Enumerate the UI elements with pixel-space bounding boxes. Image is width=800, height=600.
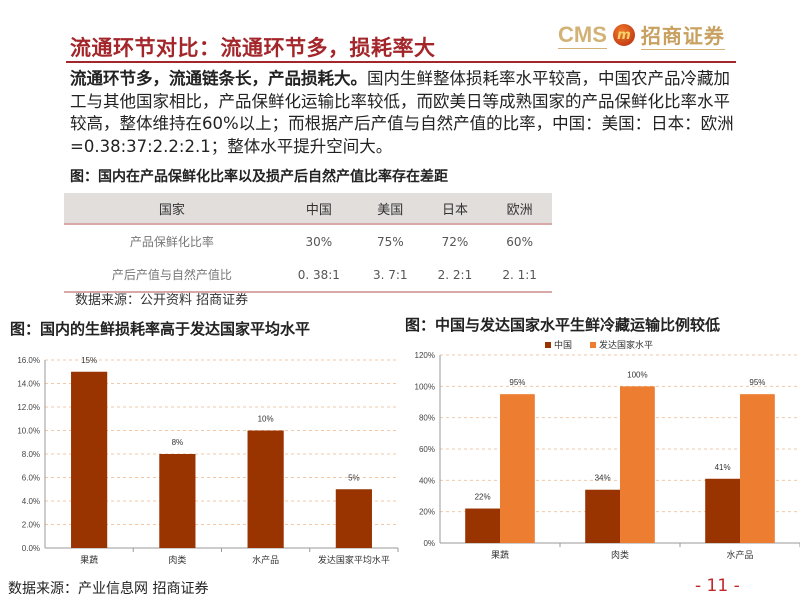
- data-label: 22%: [475, 493, 491, 502]
- comparison-table: 国家 中国 美国 日本 欧洲 产品保鲜化比率 30% 75% 72% 60% 产…: [64, 193, 552, 293]
- y-tick-label: 60%: [419, 445, 435, 454]
- legend-swatch: [545, 342, 551, 348]
- y-tick-label: 16.0%: [17, 356, 40, 365]
- data-label: 100%: [627, 370, 647, 379]
- table-source: 数据来源：公开资料 招商证券: [75, 293, 249, 308]
- legend-swatch: [590, 342, 596, 348]
- x-tick-label: 水产品: [726, 549, 753, 560]
- y-tick-label: 100%: [415, 382, 435, 391]
- table-row: 产品保鲜化比率 30% 75% 72% 60%: [64, 224, 552, 258]
- data-label: 5%: [348, 473, 360, 482]
- y-tick-label: 8.0%: [22, 450, 40, 459]
- table-row: 产后产值与自然产值比 0. 38:1 3. 7:1 2. 2:1 2. 1:1: [64, 258, 552, 293]
- summary-text: 国内生鲜整体损耗率水平较高，中国农产品冷藏加工与其他国家相比，产品保鲜化运输比率…: [70, 69, 734, 156]
- logo-text: CMS: [558, 21, 607, 49]
- bar: [585, 489, 620, 543]
- bar: [500, 394, 535, 543]
- y-tick-label: 14.0%: [17, 380, 40, 389]
- x-tick-label: 发达国家平均水平: [318, 554, 390, 565]
- y-tick-label: 2.0%: [22, 521, 40, 530]
- table-cell: 2. 1:1: [487, 258, 552, 293]
- y-tick-label: 120%: [415, 351, 435, 360]
- legend-label: 发达国家水平: [599, 339, 653, 350]
- bar: [335, 489, 372, 548]
- logo-cn-text: 招商证券: [640, 20, 725, 50]
- row-label: 产品保鲜化比率: [129, 235, 214, 249]
- right-chart-title: 图：中国与发达国家水平生鲜冷藏运输比例较低: [405, 316, 721, 334]
- data-label: 95%: [509, 378, 525, 387]
- table-cell: 0. 38:1: [279, 258, 358, 293]
- summary-paragraph: 流通环节多，流通链条长，产品损耗大。国内生鲜整体损耗率水平较高，中国农产品冷藏加…: [70, 68, 738, 158]
- bar: [705, 478, 740, 543]
- header-cell: 美国: [357, 193, 423, 225]
- data-label: 8%: [172, 438, 184, 447]
- slide-title: 流通环节对比：流通环节多，损耗率大: [70, 36, 436, 60]
- loss-rate-chart: 0.0% 2.0% 4.0% 6.0% 8.0% 10.0% 12.0% 14.0% 16.0%…: [17, 356, 399, 565]
- data-label: 15%: [81, 356, 97, 365]
- x-tick-label: 果蔬: [491, 549, 509, 560]
- title-divider: [66, 61, 736, 63]
- x-tick-label: 果蔬: [80, 554, 98, 565]
- cold-chain-chart: 0% 20% 40% 60% 80% 100% 120% 果蔬 22% 95% 肉类 34% 100% 水…: [415, 339, 800, 560]
- header-cell: 欧洲: [487, 193, 552, 225]
- data-label: 10%: [258, 415, 274, 424]
- logo-badge-icon: m: [612, 24, 635, 46]
- x-tick-label: 肉类: [611, 549, 629, 560]
- x-tick-label: 水产品: [252, 554, 279, 565]
- y-tick-label: 40%: [419, 476, 435, 485]
- table-header-row: 国家 中国 美国 日本 欧洲: [64, 193, 552, 225]
- summary-bold: 流通环节多，流通链条长，产品损耗大。: [70, 69, 367, 88]
- table-cell: 30%: [305, 234, 333, 249]
- y-tick-label: 4.0%: [22, 497, 40, 506]
- data-label: 95%: [749, 378, 765, 387]
- table-cell: 2. 2:1: [422, 258, 488, 293]
- bar: [159, 454, 196, 548]
- bar: [740, 394, 775, 543]
- y-tick-label: 0%: [423, 539, 435, 548]
- row-label: 产后产值与自然产值比: [64, 258, 280, 293]
- table-cell: 3. 7:1: [357, 258, 423, 293]
- y-tick-label: 12.0%: [17, 403, 40, 412]
- left-chart-title: 图：国内的生鲜损耗率高于发达国家平均水平: [10, 320, 311, 338]
- header-cell: 国家: [64, 193, 280, 225]
- bar: [71, 371, 108, 548]
- bar: [620, 386, 655, 543]
- table-title: 图：国内在产品保鲜化比率以及损产后自然产值比率存在差距: [70, 169, 448, 185]
- header-cell: 中国: [279, 193, 358, 225]
- x-tick-label: 肉类: [168, 554, 186, 565]
- header-cell: 日本: [422, 193, 488, 225]
- data-label: 41%: [715, 463, 731, 472]
- bar: [247, 430, 284, 548]
- cms-logo: CMS m 招商证券: [558, 20, 725, 50]
- y-tick-label: 10.0%: [17, 427, 40, 436]
- table-cell: 72%: [441, 234, 469, 249]
- y-tick-label: 6.0%: [22, 474, 40, 483]
- page-number: - 11 -: [695, 576, 740, 596]
- bar: [465, 508, 500, 543]
- y-tick-label: 0.0%: [22, 544, 40, 553]
- data-label: 34%: [595, 474, 611, 483]
- table-cell: 75%: [376, 234, 404, 249]
- table-cell: 60%: [506, 234, 533, 249]
- legend-label: 中国: [554, 339, 572, 350]
- y-tick-label: 20%: [419, 508, 435, 517]
- y-tick-label: 80%: [419, 414, 435, 423]
- chart-source: 数据来源：产业信息网 招商证券: [8, 581, 209, 597]
